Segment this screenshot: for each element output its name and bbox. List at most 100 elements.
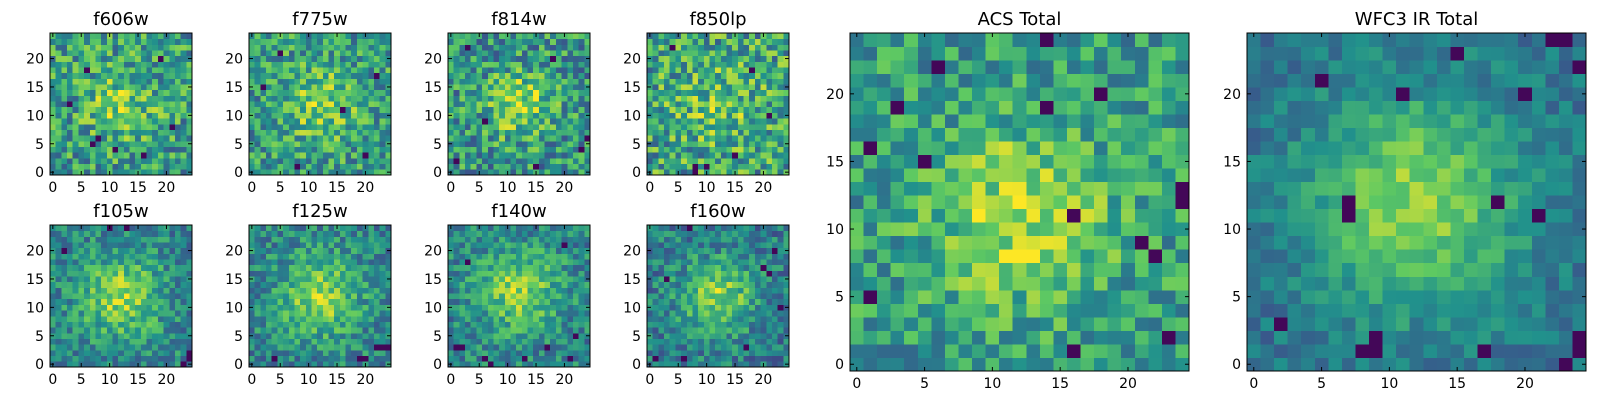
heatmap-cell — [675, 327, 682, 334]
heatmap-cell — [749, 112, 756, 119]
heatmap-cell — [555, 293, 562, 300]
heatmap-cell — [521, 264, 528, 271]
heatmap-cell — [777, 315, 784, 322]
heatmap-cell — [737, 304, 744, 311]
heatmap-cell — [271, 281, 278, 288]
heatmap-cell — [328, 259, 335, 266]
heatmap-cell — [368, 72, 375, 79]
heatmap-cell — [516, 152, 523, 159]
heatmap-cell — [715, 304, 722, 311]
heatmap-cell — [55, 169, 62, 176]
heatmap-cell — [322, 264, 329, 271]
x-tick-label: 15 — [129, 180, 147, 196]
heatmap-cell — [749, 349, 756, 357]
heatmap-cell — [538, 225, 545, 232]
heatmap-cell — [686, 163, 693, 170]
heatmap-cell — [283, 310, 290, 317]
heatmap-cell — [123, 84, 130, 91]
heatmap-cell — [322, 344, 329, 351]
heatmap-cell — [459, 50, 466, 57]
heatmap-cell — [260, 163, 267, 170]
heatmap-cell — [101, 270, 108, 277]
heatmap-cell — [95, 101, 102, 108]
heatmap-cell — [305, 55, 312, 62]
heatmap-cell — [459, 118, 466, 125]
heatmap-cell — [140, 55, 147, 62]
heatmap-cell — [385, 163, 392, 170]
heatmap-cell — [373, 78, 381, 85]
heatmap-cell — [726, 38, 733, 45]
heatmap-cell — [129, 38, 136, 45]
heatmap-cell — [67, 236, 74, 243]
heatmap-cell — [157, 332, 164, 339]
heatmap-cell — [754, 135, 761, 142]
heatmap-cell — [311, 276, 318, 283]
heatmap-cell — [311, 84, 318, 91]
heatmap-cell — [783, 106, 790, 113]
heatmap-cell — [550, 72, 557, 79]
heatmap-cell — [470, 152, 477, 159]
heatmap-cell — [294, 242, 301, 249]
heatmap-cell — [572, 315, 580, 322]
heatmap-cell — [493, 169, 500, 176]
heatmap-cell — [732, 129, 739, 136]
heatmap-cell — [277, 338, 284, 345]
heatmap-cell — [249, 259, 256, 266]
heatmap-cell — [669, 135, 676, 142]
heatmap-cell — [271, 230, 278, 237]
heatmap-cell — [385, 38, 392, 45]
heatmap-cell — [379, 321, 386, 328]
heatmap-cell — [67, 33, 74, 40]
heatmap-cell — [584, 225, 591, 232]
heatmap-cell — [732, 38, 739, 45]
heatmap-cell — [504, 253, 511, 260]
heatmap-cell — [101, 55, 108, 62]
heatmap-cell — [146, 242, 153, 249]
heatmap-cell — [157, 33, 164, 40]
heatmap-cell — [339, 321, 346, 328]
heatmap-cell — [84, 157, 91, 165]
heatmap-cell — [647, 135, 654, 142]
heatmap-cell — [681, 355, 688, 362]
heatmap-cell — [647, 281, 654, 288]
heatmap-cell — [698, 112, 705, 119]
heatmap-cell — [584, 106, 591, 113]
heatmap-cell — [152, 152, 159, 159]
heatmap-cell — [112, 135, 119, 142]
heatmap-cell — [317, 169, 324, 176]
heatmap-cell — [169, 146, 176, 153]
heatmap-cell — [249, 310, 256, 317]
heatmap-cell — [760, 78, 767, 85]
heatmap-cell — [487, 84, 494, 91]
heatmap-cell — [783, 281, 790, 288]
heatmap-cell — [567, 72, 574, 79]
heatmap-cell — [277, 140, 284, 147]
heatmap-cell — [766, 101, 773, 108]
y-tick-label: 0 — [433, 165, 442, 181]
heatmap-cell — [504, 310, 511, 317]
heatmap-cell — [72, 106, 79, 113]
heatmap-cell — [510, 242, 517, 249]
heatmap-cell — [129, 304, 136, 311]
heatmap-cell — [482, 270, 489, 277]
heatmap-cell — [538, 287, 545, 294]
heatmap-cell — [516, 129, 523, 136]
heatmap-cell — [283, 361, 290, 368]
heatmap-cell — [754, 293, 761, 300]
heatmap-cell — [266, 230, 273, 237]
heatmap-cell — [356, 304, 363, 311]
heatmap-cell — [101, 140, 108, 147]
heatmap-cell — [567, 225, 574, 232]
heatmap-cell — [152, 310, 159, 317]
heatmap-cell — [720, 327, 727, 334]
heatmap-cell — [345, 84, 352, 91]
heatmap-cell — [771, 84, 779, 91]
heatmap-cell — [544, 72, 551, 79]
heatmap-cell — [476, 344, 483, 351]
heatmap-cell — [106, 123, 113, 130]
heatmap-cells — [50, 225, 193, 368]
heatmap-cell — [760, 327, 767, 334]
heatmap-cell — [140, 264, 147, 271]
heatmap-cell — [317, 78, 324, 85]
heatmap-cell — [61, 287, 68, 294]
